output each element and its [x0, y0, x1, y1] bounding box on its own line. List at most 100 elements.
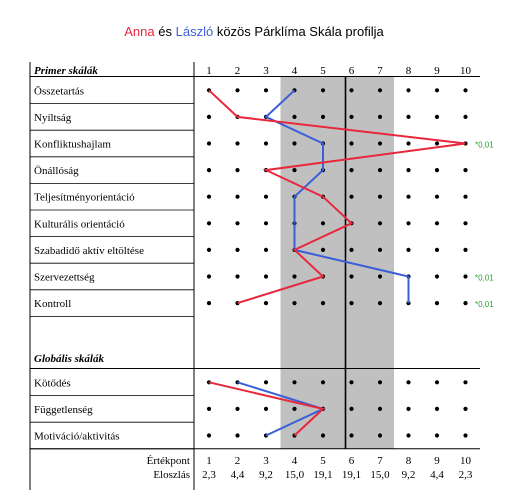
scale-label: Kulturális orientáció [34, 218, 125, 230]
scale-dot [292, 274, 297, 279]
column-number: 1 [206, 65, 212, 77]
scale-dot [263, 380, 269, 385]
column-number: 8 [406, 65, 412, 77]
scale-dot [206, 274, 212, 279]
footer-eloszlas-value: 15,0 [285, 469, 305, 481]
scale-label: Szabadidő aktív eltöltése [34, 245, 144, 257]
scale-dot [235, 194, 240, 199]
scale-dot [463, 194, 468, 199]
scale-dot [377, 247, 383, 252]
scale-dot [463, 221, 468, 226]
scale-dot [349, 433, 354, 438]
scale-dot [349, 194, 354, 199]
footer-ertekpont-value: 6 [349, 455, 355, 467]
scale-dot [292, 168, 297, 173]
footer-ertekpont-value: 7 [377, 455, 383, 467]
footer-ertekpont-value: 5 [320, 455, 326, 467]
scale-dot [235, 433, 240, 438]
scale-dot [463, 168, 468, 173]
significance-label: *0,01 [475, 300, 494, 309]
scale-dot [406, 88, 411, 93]
scale-dot [434, 274, 440, 279]
column-number: 10 [460, 65, 472, 77]
section-header-globalis: Globális skálák [34, 353, 104, 365]
scale-label: Nyíltság [34, 112, 72, 124]
section-header-primer: Primer skálák [34, 65, 98, 77]
scale-dot [463, 301, 468, 306]
laszlo-profile-line [264, 89, 410, 304]
scale-dot [349, 274, 354, 279]
footer-eloszlas-value: 4,4 [231, 469, 245, 481]
scale-dot [320, 433, 326, 438]
footer-ertekpont-value: 9 [434, 455, 440, 467]
scale-dot [406, 141, 411, 146]
footer-ertekpont-label: Értékpont [147, 455, 190, 467]
scale-dot [235, 274, 240, 279]
significance-label: *0,01 [475, 141, 494, 150]
scale-label: Teljesítményorientáció [34, 192, 135, 204]
scale-dot [349, 380, 354, 385]
scale-dot [377, 88, 383, 93]
scale-dot [463, 274, 468, 279]
footer-ertekpont-value: 3 [263, 455, 269, 467]
footer-eloszlas-value: 19,1 [313, 469, 332, 481]
scale-dot [349, 114, 354, 119]
scale-dot [406, 247, 411, 252]
scale-dot [320, 221, 326, 226]
scale-dot [434, 114, 440, 119]
scale-dot [292, 114, 297, 119]
footer-eloszlas-value: 9,2 [259, 469, 273, 481]
scale-dot [206, 141, 212, 146]
footer-eloszlas-value: 4,4 [430, 469, 444, 481]
scale-dot [406, 406, 411, 411]
column-number: 4 [292, 65, 298, 77]
scale-dot [434, 141, 440, 146]
scale-dot [377, 221, 383, 226]
scale-dot [377, 194, 383, 199]
scale-dot [463, 114, 468, 119]
scale-label: Szervezettség [34, 272, 95, 284]
scale-label: Motiváció/aktivitás [34, 431, 120, 443]
scale-dot [320, 380, 326, 385]
footer-ertekpont-value: 10 [460, 455, 472, 467]
scale-dot [434, 88, 440, 93]
scale-dot [377, 141, 383, 146]
normal-range-band [280, 77, 394, 449]
scale-label: Kötődés [34, 377, 71, 389]
column-number: 6 [349, 65, 355, 77]
anna-profile-line [208, 89, 466, 305]
scale-dot [349, 301, 354, 306]
scale-dot [206, 301, 212, 306]
scale-label: Függetlenség [34, 404, 93, 416]
scale-dot [263, 301, 269, 306]
footer-ertekpont-value: 4 [292, 455, 298, 467]
footer-eloszlas-value: 15,0 [370, 469, 390, 481]
footer-ertekpont-value: 2 [235, 455, 241, 467]
scale-dot [320, 247, 326, 252]
scale-dot [263, 221, 269, 226]
scale-dot [377, 433, 383, 438]
scale-dot [377, 301, 383, 306]
scale-dot [349, 406, 354, 411]
scale-dot [406, 380, 411, 385]
scale-dot [377, 114, 383, 119]
scale-dot [349, 168, 354, 173]
scale-dot [377, 168, 383, 173]
scale-dot [206, 406, 212, 411]
scale-label: Önállóság [34, 165, 79, 177]
scale-dot [235, 221, 240, 226]
scale-dot [377, 380, 383, 385]
scale-dot [463, 247, 468, 252]
scale-label: Kontroll [34, 298, 71, 310]
scale-label: Összetartás [34, 85, 84, 97]
footer-ertekpont-value: 8 [406, 455, 412, 467]
scale-dot [406, 168, 411, 173]
scale-dot [377, 406, 383, 411]
scale-dot [235, 247, 240, 252]
scale-dot [349, 141, 354, 146]
scale-dot [434, 221, 440, 226]
scale-dot [206, 194, 212, 199]
scale-dot [434, 194, 440, 199]
scale-dot [434, 406, 440, 411]
